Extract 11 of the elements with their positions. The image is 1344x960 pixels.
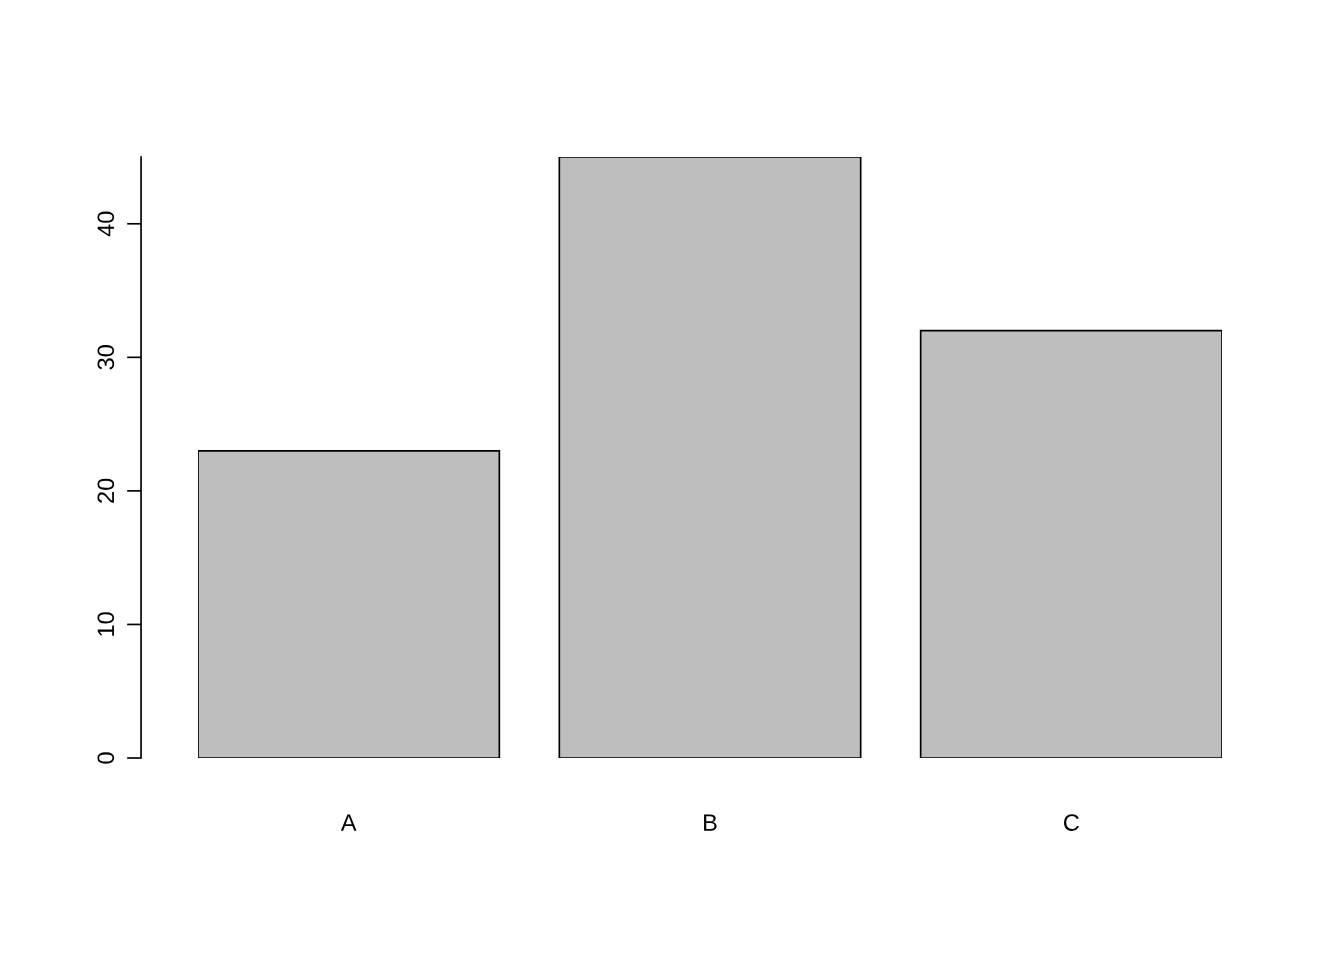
x-tick-label: B — [704, 814, 717, 831]
y-tick-label: 30 — [97, 345, 115, 370]
y-tick-label: 40 — [97, 211, 115, 237]
x-tick-label: A — [340, 814, 357, 831]
y-tick-label: 20 — [97, 478, 115, 503]
bar — [198, 449, 501, 758]
y-tick-label: 10 — [97, 612, 115, 636]
x-tick-label: C — [1064, 814, 1079, 831]
y-tick-label: 0 — [97, 752, 115, 764]
bar — [558, 157, 862, 758]
bar — [919, 329, 1222, 758]
